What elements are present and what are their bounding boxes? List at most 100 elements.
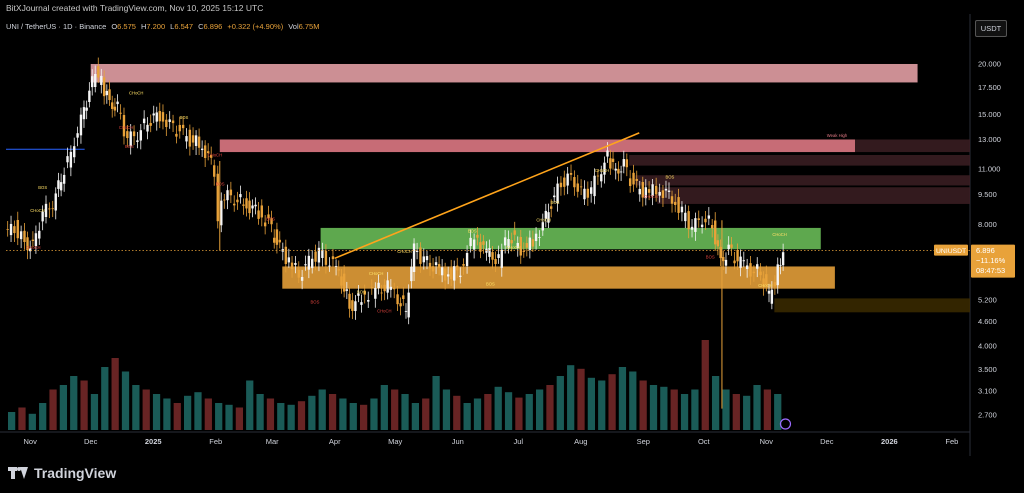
volume-bar <box>567 365 575 430</box>
structure-label: BOS <box>266 216 275 221</box>
volume-bar <box>349 403 357 430</box>
volume-bar <box>453 395 461 430</box>
candle-body <box>619 171 623 173</box>
candle-body <box>185 136 188 142</box>
candle-body <box>206 151 210 154</box>
candle-body <box>658 191 661 196</box>
volume-bar <box>660 386 668 430</box>
candle-body <box>500 249 503 268</box>
candle-body <box>331 256 335 260</box>
candle-body <box>354 301 357 312</box>
candle-body <box>756 264 759 269</box>
candle-body <box>724 259 728 266</box>
structure-label: CHoCH <box>536 217 550 222</box>
volume-bar <box>132 385 140 430</box>
candle-body <box>317 247 321 263</box>
candle-body <box>357 293 360 296</box>
volume-bar <box>339 398 347 430</box>
candle-body <box>549 206 553 209</box>
volume-bar <box>670 389 678 430</box>
candle-body <box>171 120 175 124</box>
candle-body <box>674 201 677 205</box>
candle-body <box>16 219 19 239</box>
candle-body <box>697 218 700 220</box>
high-value: H7.200 <box>140 22 166 31</box>
candle-body <box>307 255 311 270</box>
volume-bar <box>111 358 119 430</box>
candle-body <box>661 190 665 198</box>
volume-bar <box>318 389 326 430</box>
x-tick-label: Sep <box>637 437 650 446</box>
x-tick-label: 2026 <box>881 437 898 446</box>
tradingview-icon <box>8 467 28 479</box>
volume-bar <box>463 403 471 430</box>
structure-label: CHoCH <box>26 245 40 250</box>
candle-body <box>233 203 236 206</box>
candle-body <box>402 295 405 299</box>
candle-body <box>149 122 152 126</box>
volume-bar <box>183 395 192 430</box>
structure-label: Weak High <box>827 133 848 138</box>
volume-bar <box>442 389 451 430</box>
volume-bar <box>142 389 150 430</box>
candle-body <box>733 260 736 264</box>
candle-body <box>351 300 354 311</box>
candle-body <box>210 154 213 158</box>
volume-bar <box>535 389 544 430</box>
candle-body <box>525 243 529 248</box>
credit-line: BitXJournal created with TradingView.com… <box>6 3 264 13</box>
candle-body <box>412 243 416 272</box>
candle-body <box>270 218 273 225</box>
candle-body <box>85 107 88 111</box>
price-chart[interactable]: CHoCH BOS CHoCH CHoCH CHoCH BOS BOS CHoCH BOS BOS… <box>0 0 1024 456</box>
structure-label: CHoCH <box>397 249 411 254</box>
candle-body <box>239 194 242 198</box>
candle-body <box>544 210 548 219</box>
structure-label: BOS <box>38 185 47 190</box>
volume-value: Vol6.75M <box>288 22 320 31</box>
volume-bar <box>691 389 699 430</box>
candle-body <box>625 159 629 168</box>
volume-bar <box>587 377 596 430</box>
price-tag-line: 6.896 <box>976 246 995 255</box>
candle-body <box>667 190 671 192</box>
structure-label: CHoCH <box>506 245 520 250</box>
candle-body <box>178 124 181 132</box>
currency-button[interactable]: USDT <box>975 20 1007 37</box>
candle-body <box>263 222 267 227</box>
candle-body <box>62 174 66 184</box>
candle-body <box>342 273 346 292</box>
candle-body <box>576 183 579 192</box>
candle-body <box>422 256 426 263</box>
candle-body <box>363 290 366 295</box>
volume-bar <box>246 380 254 430</box>
candle-body <box>462 263 465 266</box>
candle-body <box>386 280 389 293</box>
candle-body <box>446 274 450 277</box>
candle-body <box>73 146 76 158</box>
candle-body <box>516 242 519 249</box>
candle-body <box>97 66 100 78</box>
x-tick-label: 2025 <box>145 437 162 446</box>
tradingview-logo[interactable]: TradingView <box>8 465 116 481</box>
candle-body <box>472 239 476 250</box>
candle-body <box>491 252 494 260</box>
close-value: C6.896 <box>198 22 223 31</box>
structure-label: BOS <box>551 200 560 205</box>
open-value: O6.575 <box>111 22 136 31</box>
y-tick-label: 3.100 <box>978 386 997 395</box>
zone-2 <box>855 139 970 153</box>
candle-body <box>742 260 745 262</box>
candle-body <box>482 241 485 245</box>
candle-body <box>730 244 733 248</box>
structure-label: CHoCH <box>119 125 133 130</box>
candle-body <box>606 150 609 157</box>
structure-label: CHoCH <box>758 283 772 288</box>
symbol-label[interactable]: UNI / TetherUS · 1D · Binance <box>6 22 107 31</box>
candle-body <box>260 205 263 218</box>
price-tag-line: −11.16% <box>976 256 1006 265</box>
zone-7 <box>282 266 835 289</box>
candle-body <box>41 211 44 222</box>
candle-body <box>203 145 207 159</box>
volume-bar <box>473 398 482 430</box>
